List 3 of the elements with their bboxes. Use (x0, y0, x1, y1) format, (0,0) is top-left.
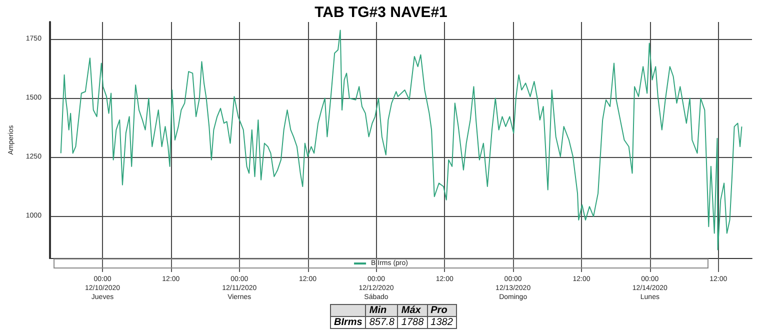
line-series (60, 30, 742, 250)
stats-table: Min Máx Pro BIrms 857.8 1788 1382 (330, 304, 457, 329)
chart-title: TAB TG#3 NAVE#1 (314, 4, 448, 21)
